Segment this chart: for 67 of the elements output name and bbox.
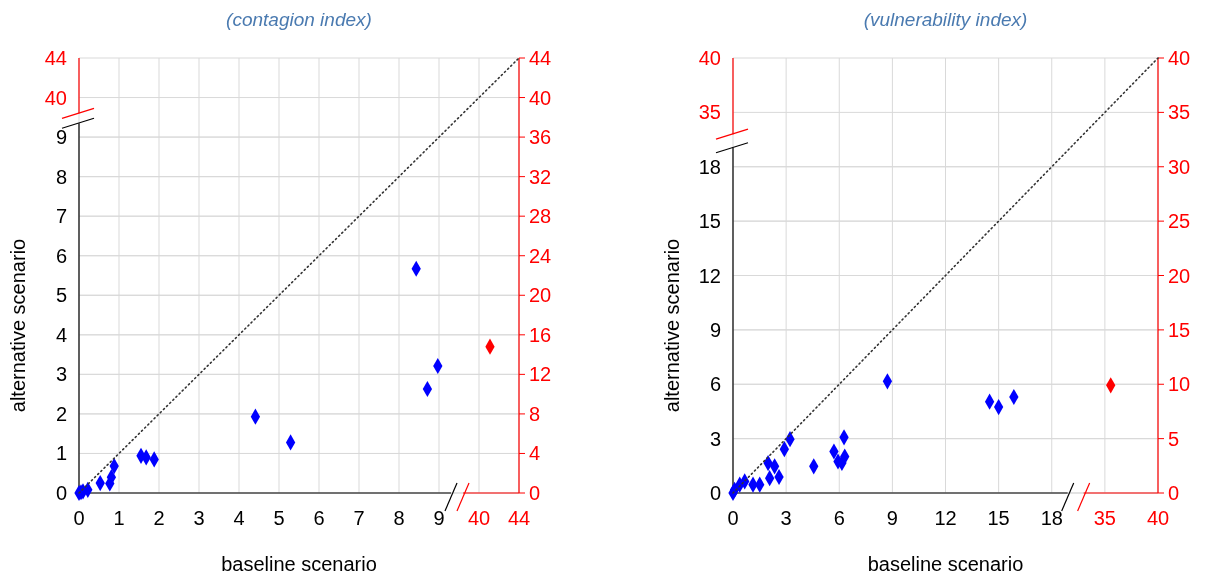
y2-tick-label: 3	[55, 363, 67, 386]
y3-tick-label: 44	[44, 47, 67, 69]
y3-tick-label: 40	[698, 47, 721, 69]
y-tick-label: 35	[1168, 101, 1191, 124]
y-tick-label: 24	[529, 244, 552, 267]
y2-axis-title: alternative scenario	[7, 238, 29, 413]
y2-tick-label: 7	[55, 205, 67, 228]
x-tick-label: 6	[833, 507, 845, 529]
y-tick-label: 0	[529, 482, 541, 504]
x-axis-title: baseline scenario	[867, 553, 1024, 575]
x-axis-title: baseline scenario	[221, 553, 377, 575]
y-tick-label: 0	[1168, 482, 1180, 504]
x-tick-label: 4	[233, 507, 245, 529]
x-tick-label: 5	[273, 507, 285, 529]
x-tick-label: 15	[987, 507, 1010, 529]
y-tick-label: 20	[529, 284, 552, 307]
y-tick-label: 15	[1168, 318, 1191, 341]
y2-tick-label: 1	[55, 442, 67, 465]
x-tick-label: 0	[73, 507, 85, 529]
y-tick-label: 8	[529, 402, 541, 425]
x-tick-label: 3	[780, 507, 792, 529]
x-tick-label: 2	[153, 507, 165, 529]
y-tick-label: 25	[1168, 210, 1191, 233]
chart-title: (vulnerability index)	[863, 9, 1028, 30]
x-tick-label: 6	[313, 507, 325, 529]
y2-tick-label: 2	[55, 402, 67, 425]
y-tick-label: 30	[1168, 155, 1191, 178]
x2-tick-label: 40	[467, 507, 491, 529]
y-tick-label: 44	[529, 47, 552, 69]
y2-tick-label: 18	[698, 155, 721, 178]
y2-axis-title: alternative scenario	[661, 238, 683, 413]
y-tick-label: 40	[1168, 47, 1191, 69]
y-tick-label: 32	[529, 165, 552, 188]
x-tick-label: 9	[886, 507, 898, 529]
y-tick-label: 10	[1168, 373, 1191, 396]
y3-tick-label: 35	[698, 101, 721, 124]
x-tick-label: 0	[727, 507, 739, 529]
y2-tick-label: 6	[709, 373, 721, 396]
x-tick-label: 3	[193, 507, 205, 529]
y2-tick-label: 0	[709, 482, 721, 504]
x2-tick-label: 35	[1093, 507, 1116, 529]
y2-tick-label: 0	[55, 482, 67, 504]
y2-tick-label: 12	[698, 264, 721, 287]
y2-tick-label: 9	[55, 126, 67, 149]
x-tick-label: 18	[1040, 507, 1063, 529]
x-tick-label: 12	[934, 507, 957, 529]
x-tick-label: 7	[353, 507, 365, 529]
y-tick-label: 5	[1168, 427, 1180, 450]
y-tick-label: 28	[529, 205, 552, 228]
y-tick-label: 12	[529, 363, 552, 386]
y2-tick-label: 15	[698, 210, 721, 233]
y2-tick-label: 6	[55, 244, 67, 267]
x-tick-label: 8	[393, 507, 405, 529]
y2-tick-label: 3	[709, 427, 721, 450]
y2-tick-label: 4	[55, 323, 67, 346]
y2-tick-label: 8	[55, 165, 67, 188]
y-tick-label: 4	[529, 442, 541, 465]
y3-tick-label: 40	[44, 86, 67, 109]
y-tick-label: 36	[529, 126, 552, 149]
chart-title: (contagion index)	[226, 9, 372, 30]
y2-tick-label: 9	[709, 318, 721, 341]
y-tick-label: 40	[529, 86, 552, 109]
x-tick-label: 1	[113, 507, 125, 529]
y-tick-label: 20	[1168, 264, 1191, 287]
x-tick-label: 9	[433, 507, 445, 529]
y2-tick-label: 5	[55, 284, 67, 307]
y-tick-label: 16	[529, 323, 552, 346]
